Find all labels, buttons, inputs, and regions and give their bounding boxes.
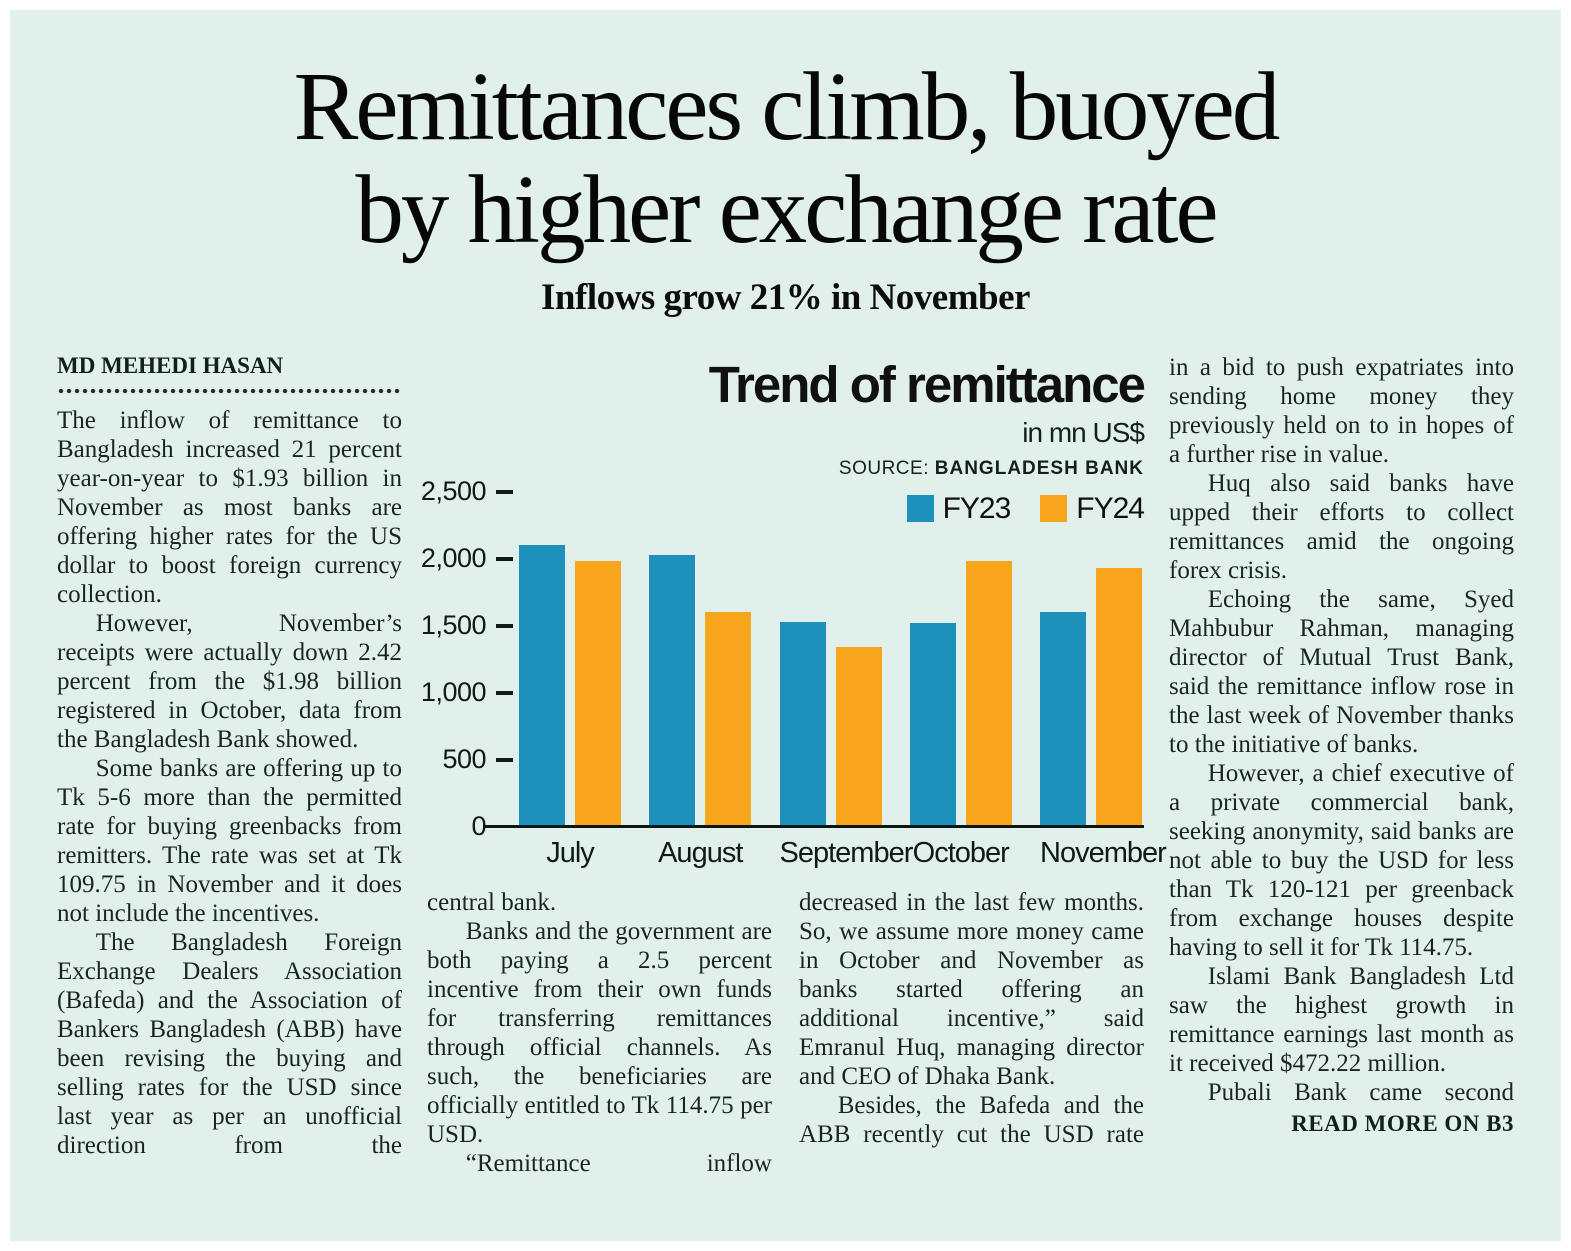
body-paragraph: “Remittance inflow	[465, 1149, 772, 1177]
body-paragraph: However, November’s receipts were actual…	[57, 609, 402, 753]
y-tick-500: 500	[427, 744, 513, 775]
bar-fy24-october	[965, 561, 1012, 827]
headline: Remittances climb, buoyed by higher exch…	[57, 53, 1514, 263]
bar-group-october	[909, 561, 1012, 827]
y-tick-label: 2,500	[420, 476, 487, 507]
y-tick-mark	[496, 556, 513, 561]
body-paragraph: decreased in the last few months. So, we…	[799, 888, 1144, 1090]
y-tick-1500: 1,500	[421, 610, 513, 640]
body-paragraph: Besides, the Bafeda and the ABB recently…	[799, 1091, 1144, 1148]
bar-fy24-november	[1096, 568, 1142, 827]
legend-label-fy24: FY24	[1076, 491, 1145, 525]
y-tick-label: 2,000	[420, 543, 487, 574]
remittance-chart: Trend of remittance in mn US$ SOURCE: BA…	[421, 355, 1167, 870]
y-tick-label: 0	[471, 811, 486, 842]
read-more: READ MORE ON B3	[1291, 1110, 1514, 1136]
body-paragraph: Banks and the government are both paying…	[427, 917, 772, 1148]
chart-plot: 0 500 1,000 1,500 2,000 2,500	[421, 476, 1144, 841]
column-2: central bank. Banks and the government a…	[427, 888, 772, 1178]
bar-group-september	[779, 621, 882, 827]
x-axis-labels: July August September October November	[519, 836, 1167, 870]
bar-fy23-november	[1040, 612, 1086, 827]
legend-item-fy24: FY24	[1040, 491, 1145, 526]
body-paragraph: Some banks are offering up to Tk 5-6 mor…	[57, 754, 402, 927]
headline-line-2: by higher exchange rate	[355, 155, 1218, 263]
bar-group-july	[519, 545, 621, 827]
y-tick-mark	[496, 757, 513, 762]
bar-fy23-august	[649, 554, 696, 827]
bar-fy23-october	[909, 622, 956, 827]
x-axis-line	[483, 824, 1144, 828]
body-paragraph: Huq also said banks have upped their eff…	[1169, 469, 1514, 584]
column-middle: Trend of remittance in mn US$ SOURCE: BA…	[421, 353, 1167, 1178]
y-tick-label: 500	[442, 744, 486, 775]
x-axis-label-september: September	[779, 836, 914, 869]
headline-line-1: Remittances climb, buoyed	[293, 53, 1281, 160]
legend-swatch-fy23	[906, 495, 934, 523]
bar-fy23-september	[779, 621, 826, 827]
y-tick-2000: 2,000	[421, 543, 513, 573]
y-tick-label: 1,500	[420, 610, 487, 641]
byline: MD MEHEDI HASAN	[57, 352, 284, 378]
body-paragraph: The Bangladesh Foreign Exchange Dealers …	[57, 928, 402, 1159]
chart-bars	[519, 492, 1142, 827]
article-panel: Remittances climb, buoyed by higher exch…	[10, 10, 1561, 1241]
column-4: in a bid to push expatriates into sendin…	[1169, 353, 1514, 1178]
body-paragraph: The inflow of remittance to Bangladesh i…	[57, 406, 402, 608]
subtitle: Inflows grow 21% in November	[541, 276, 1030, 318]
x-axis-label-october: October	[912, 836, 1010, 869]
y-tick-mark	[496, 623, 513, 628]
body-paragraph: central bank.	[427, 888, 557, 916]
article-body: MD MEHEDI HASAN The inflow of remittance…	[57, 353, 1514, 1178]
byline-divider	[57, 387, 402, 394]
bar-fy24-july	[575, 561, 621, 827]
column-3: decreased in the last few months. So, we…	[799, 888, 1144, 1178]
chart-source: SOURCE: BANGLADESH BANK	[427, 458, 1144, 480]
legend-swatch-fy24	[1040, 495, 1068, 523]
body-paragraph: in a bid to push expatriates into sendin…	[1169, 353, 1514, 468]
bar-group-november	[1040, 568, 1142, 827]
body-paragraph: Pubali Bank came second	[1207, 1078, 1514, 1106]
source-label: SOURCE:	[838, 457, 929, 479]
bar-fy24-september	[835, 647, 882, 827]
legend-label-fy23: FY23	[942, 491, 1012, 525]
y-tick-2500: 2,500	[421, 476, 513, 506]
body-paragraph: Islami Bank Bangladesh Ltd saw the highe…	[1169, 962, 1514, 1077]
y-tick-1000: 1,000	[421, 677, 513, 707]
y-tick-0: 0	[427, 811, 513, 842]
bar-group-august	[649, 554, 752, 827]
middle-text-columns: central bank. Banks and the government a…	[427, 888, 1144, 1178]
bar-fy23-july	[519, 545, 565, 827]
chart-legend: FY23 FY24	[906, 491, 1145, 526]
x-axis-label-august: August	[658, 836, 743, 869]
x-axis-label-july: July	[546, 836, 595, 869]
chart-title: Trend of remittance	[708, 355, 1146, 413]
x-axis-label-november: November	[1040, 836, 1167, 869]
body-paragraph: Echoing the same, Syed Mahbubur Rahman, …	[1169, 585, 1514, 758]
chart-unit-label: in mn US$	[1022, 416, 1145, 448]
y-tick-label: 1,000	[420, 677, 487, 708]
source-value: BANGLADESH BANK	[934, 457, 1144, 479]
bar-fy24-august	[705, 612, 752, 827]
chart-plot-area: FY23 FY24 0 500 1,000 1,500 2,000 2,500 July Au…	[421, 476, 1167, 870]
body-paragraph: However, a chief executive of a private …	[1169, 759, 1514, 961]
y-tick-mark	[496, 690, 513, 695]
y-tick-mark	[496, 489, 513, 494]
column-1: MD MEHEDI HASAN The inflow of remittance…	[57, 353, 402, 1178]
legend-item-fy23: FY23	[906, 491, 1012, 526]
